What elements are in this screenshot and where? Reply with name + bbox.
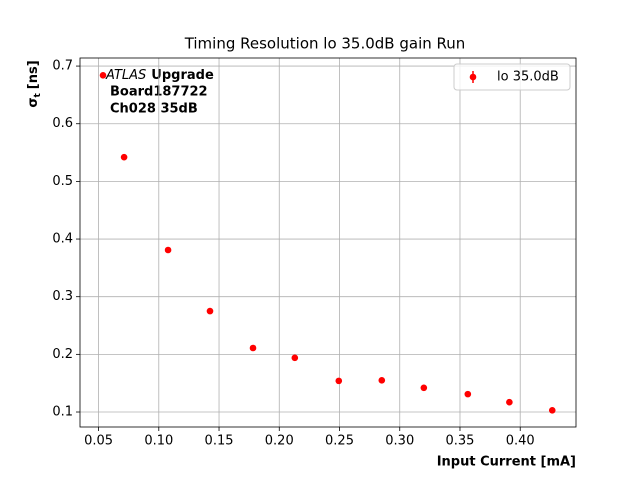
- data-point: [420, 384, 428, 392]
- annotation-experiment: ATLAS: [105, 68, 146, 83]
- x-tick-label: 0.15: [205, 434, 234, 449]
- legend-marker: [469, 73, 477, 81]
- annotation-channel: Ch028 35dB: [110, 102, 198, 117]
- x-tick-label: 0.25: [325, 434, 354, 449]
- y-tick-label: 0.7: [52, 59, 73, 74]
- x-tick-label: 0.10: [144, 434, 173, 449]
- x-tick-label: 0.20: [265, 434, 294, 449]
- x-axis-label: Input Current [mA]: [437, 455, 576, 470]
- annotation-tag: Upgrade: [151, 68, 214, 83]
- data-point: [164, 246, 172, 254]
- legend-label: lo 35.0dB: [497, 70, 559, 85]
- y-tick-label: 0.6: [52, 116, 73, 131]
- y-label-subscript: t: [33, 93, 43, 98]
- x-tick-label: 0.30: [385, 434, 414, 449]
- data-point: [506, 398, 513, 406]
- y-tick-label: 0.3: [52, 289, 73, 304]
- x-tick-label: 0.05: [84, 434, 113, 449]
- y-tick-label: 0.2: [52, 347, 73, 362]
- data-point: [120, 153, 128, 161]
- data-point: [99, 71, 107, 79]
- y-label-symbol: σ: [26, 98, 41, 108]
- y-label-unit: [ns]: [26, 60, 41, 89]
- annotation: ATLAS Upgrade: [105, 68, 214, 83]
- x-tick-label: 0.40: [506, 434, 535, 449]
- data-point: [548, 406, 556, 414]
- y-tick-label: 0.1: [52, 405, 73, 420]
- data-point: [335, 377, 343, 385]
- data-point: [464, 390, 472, 398]
- legend-box: [453, 63, 571, 91]
- y-tick-label: 0.5: [52, 174, 73, 189]
- chart-title: Timing Resolution lo 35.0dB gain Run: [184, 35, 466, 53]
- y-tick-label: 0.4: [52, 232, 73, 247]
- data-point: [378, 376, 386, 384]
- data-point: [249, 344, 257, 352]
- y-axis-label: σt [ns]: [26, 60, 43, 107]
- plot-frame: [79, 57, 577, 428]
- data-point: [291, 354, 299, 362]
- x-tick-label: 0.35: [446, 434, 475, 449]
- data-point: [206, 307, 214, 315]
